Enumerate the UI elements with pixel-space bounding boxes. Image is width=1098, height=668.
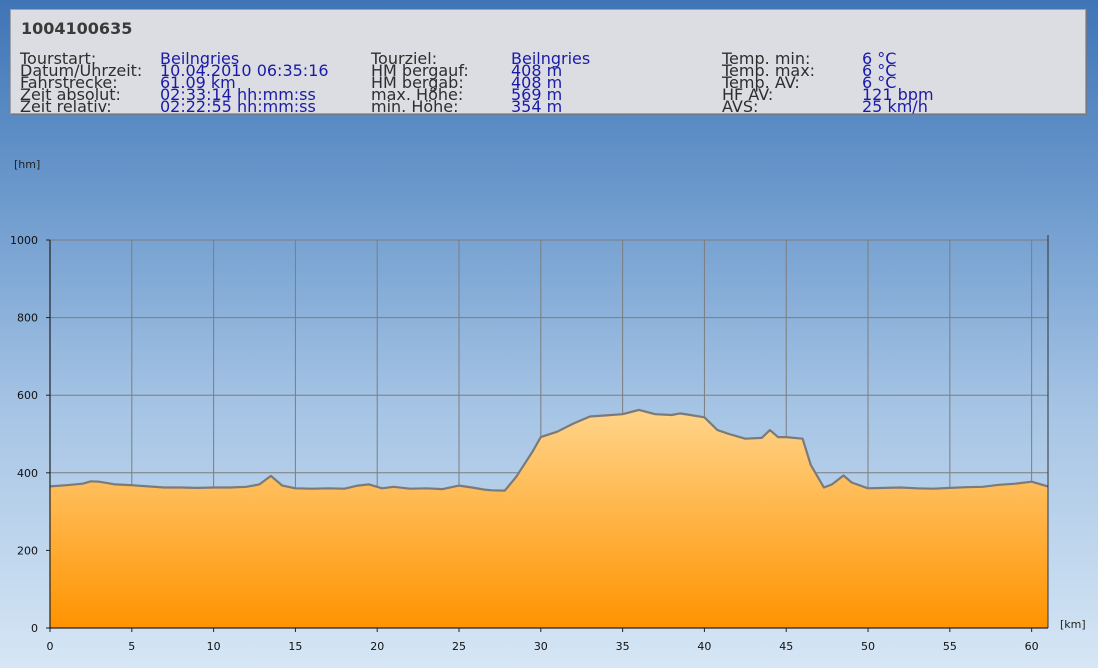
label-datum: Datum/Uhrzeit:: [20, 61, 143, 80]
y-tick-label: 800: [17, 312, 38, 325]
y-tick-label: 400: [17, 467, 38, 480]
y-axis-unit-label: [hm]: [14, 158, 40, 171]
y-tick-label: 600: [17, 389, 38, 402]
label-temp-av: Temp. AV:: [722, 73, 800, 92]
elevation-area: [50, 409, 1048, 628]
label-temp-max: Temp. max:: [722, 61, 816, 80]
label-hm-bergauf: HM bergauf:: [371, 61, 469, 80]
label-min-hoehe: min. Höhe:: [371, 97, 459, 116]
value-hm-bergauf: 408 m: [511, 61, 563, 80]
value-zeit-relativ: 02:22:55 hh:mm:ss: [160, 97, 316, 116]
x-tick-label: 15: [288, 640, 302, 653]
value-min-hoehe: 354 m: [511, 97, 563, 116]
label-temp-min: Temp. min:: [722, 49, 811, 68]
x-tick-label: 30: [534, 640, 548, 653]
tour-id-title: 1004100635: [21, 19, 133, 38]
label-tourziel: Tourziel:: [371, 49, 438, 68]
x-tick-label: 20: [370, 640, 384, 653]
label-fahrstrecke: Fahrstrecke:: [20, 73, 118, 92]
y-tick-label: 200: [17, 544, 38, 557]
y-tick-label: 1000: [10, 234, 38, 247]
value-hm-bergab: 408 m: [511, 73, 563, 92]
value-zeit-absolut: 02:33:14 hh:mm:ss: [160, 85, 316, 104]
x-tick-label: 50: [861, 640, 875, 653]
value-tourstart: Beilngries: [160, 49, 240, 68]
value-hf-av: 121 bpm: [862, 85, 934, 104]
value-fahrstrecke: 61.09 km: [160, 73, 236, 92]
value-temp-max: 6 °C: [862, 61, 897, 80]
x-tick-label: 0: [47, 640, 54, 653]
x-tick-label: 5: [128, 640, 135, 653]
x-tick-label: 60: [1025, 640, 1039, 653]
tour-info-panel: 1004100635 Tourstart: Beilngries Datum/U…: [10, 9, 1086, 116]
label-avs: AVS:: [722, 97, 759, 116]
value-max-hoehe: 569 m: [511, 85, 563, 104]
y-tick-label: 0: [31, 622, 38, 635]
x-tick-label: 40: [697, 640, 711, 653]
label-hm-bergab: HM bergab:: [371, 73, 464, 92]
label-hf-av: HF AV:: [722, 85, 774, 104]
axes: 0 200 400 600 800 1000 0 5 10 15 20 25 30 35 40 45 50 55 6…: [10, 234, 1049, 653]
elevation-line: [49, 408, 1049, 492]
x-tick-label: 10: [207, 640, 221, 653]
x-tick-label: 35: [616, 640, 630, 653]
label-max-hoehe: max. Höhe:: [371, 85, 464, 104]
label-zeit-relativ: Zeit relativ:: [20, 97, 112, 116]
label-zeit-absolut: Zeit absolut:: [20, 85, 121, 104]
x-tick-label: 55: [943, 640, 957, 653]
value-temp-av: 6 °C: [862, 73, 897, 92]
x-axis-unit-label: [km]: [1060, 618, 1086, 631]
value-datum: 10.04.2010 06:35:16: [160, 61, 329, 80]
label-tourstart: Tourstart:: [20, 49, 97, 68]
value-tourziel: Beilngries: [511, 49, 591, 68]
value-avs: 25 km/h: [862, 97, 928, 116]
x-tick-label: 45: [779, 640, 793, 653]
x-tick-label: 25: [452, 640, 466, 653]
value-temp-min: 6 °C: [862, 49, 897, 68]
